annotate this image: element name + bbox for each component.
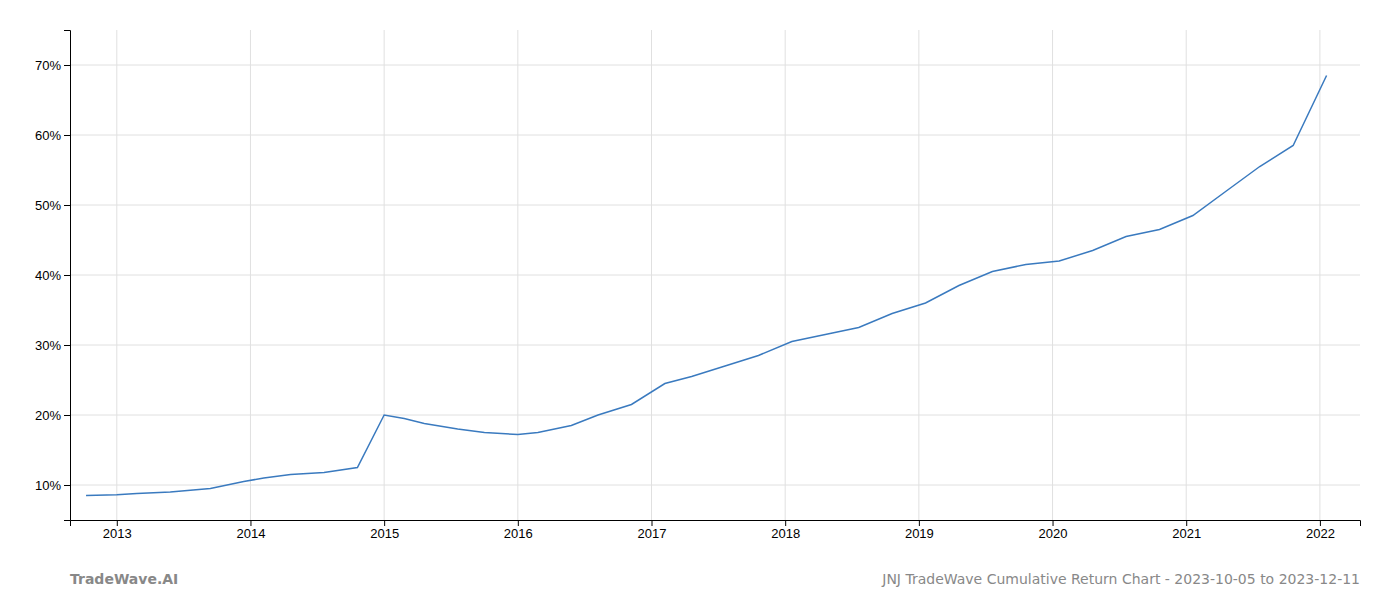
- grid-line: [1319, 30, 1320, 520]
- tick-label: 30%: [35, 338, 61, 353]
- chart: 2013 2014 2015 2016 2017 2018 2019 2020 2021 2022…: [0, 0, 1400, 600]
- tick-label: 40%: [35, 268, 61, 283]
- tick-mark: [64, 65, 70, 66]
- tick-mark: [250, 520, 251, 526]
- tick: 2015: [370, 520, 399, 541]
- tick-label: 2019: [905, 526, 934, 541]
- grid-line: [70, 205, 1360, 206]
- tick: 2021: [1172, 520, 1201, 541]
- tick-label: 10%: [35, 478, 61, 493]
- grid-line: [70, 485, 1360, 486]
- tick-mark: [1320, 520, 1321, 526]
- tick-mark: [652, 520, 653, 526]
- grid-line: [517, 30, 518, 520]
- grid-line: [384, 30, 385, 520]
- tick: 40%: [35, 268, 70, 283]
- tick-label: 60%: [35, 128, 61, 143]
- tick: 2019: [905, 520, 934, 541]
- tick-label: 2014: [237, 526, 266, 541]
- annotation: TradeWave.AI: [70, 571, 178, 587]
- tick-label: 2022: [1306, 526, 1335, 541]
- x-axis: 2013 2014 2015 2016 2017 2018 2019 2020 2021 2022: [71, 520, 1361, 541]
- annotation: JNJ TradeWave Cumulative Return Chart - …: [881, 571, 1360, 587]
- tick: 30%: [35, 338, 70, 353]
- tick: 10%: [35, 478, 70, 493]
- tick: 2013: [103, 520, 132, 541]
- tick-label: 2017: [638, 526, 667, 541]
- y-axis: 10% 20% 30% 40% 50% 60% 70%: [35, 31, 71, 521]
- grid-line: [651, 30, 652, 520]
- tick-mark: [1186, 520, 1187, 526]
- tick: 20%: [35, 408, 70, 423]
- grid-line: [918, 30, 919, 520]
- grid-line: [70, 135, 1360, 136]
- tick-mark: [1053, 520, 1054, 526]
- tick-mark: [64, 485, 70, 486]
- grid-line: [70, 275, 1360, 276]
- grid-line: [70, 345, 1360, 346]
- tick-label: 2020: [1039, 526, 1068, 541]
- tick-label: 70%: [35, 58, 61, 73]
- tick-label: 2015: [370, 526, 399, 541]
- grid-line: [785, 30, 786, 520]
- tick-mark: [64, 135, 70, 136]
- tick-label: 2016: [504, 526, 533, 541]
- tick-label: 2013: [103, 526, 132, 541]
- grid-line: [250, 30, 251, 520]
- tick-label: 2021: [1172, 526, 1201, 541]
- tick-label: 2018: [771, 526, 800, 541]
- grid-line: [1052, 30, 1053, 520]
- tick: 2016: [504, 520, 533, 541]
- line: [86, 76, 1327, 496]
- tick: 50%: [35, 198, 70, 213]
- tick-mark: [64, 275, 70, 276]
- tick-mark: [64, 345, 70, 346]
- plot: 2013 2014 2015 2016 2017 2018 2019 2020 2021 2022…: [35, 30, 1361, 541]
- grid-line: [70, 65, 1360, 66]
- tick-mark: [384, 520, 385, 526]
- tick-mark: [785, 520, 786, 526]
- tick: 2020: [1039, 520, 1068, 541]
- axis-line: [64, 31, 71, 521]
- tick: 70%: [35, 58, 70, 73]
- grid: [70, 30, 1360, 520]
- marks: [86, 76, 1327, 496]
- tick-mark: [117, 520, 118, 526]
- grid-line: [1186, 30, 1187, 520]
- tick-mark: [64, 205, 70, 206]
- grid-line: [116, 30, 117, 520]
- tick-label: 50%: [35, 198, 61, 213]
- tick-mark: [64, 415, 70, 416]
- axis-line: [71, 521, 1361, 527]
- grid-line: [70, 415, 1360, 416]
- tick-mark: [518, 520, 519, 526]
- tick-mark: [919, 520, 920, 526]
- tick: 60%: [35, 128, 70, 143]
- tick-label: 20%: [35, 408, 61, 423]
- tick: 2018: [771, 520, 800, 541]
- tick: 2014: [237, 520, 266, 541]
- tick: 2017: [638, 520, 667, 541]
- tick: 2022: [1306, 520, 1335, 541]
